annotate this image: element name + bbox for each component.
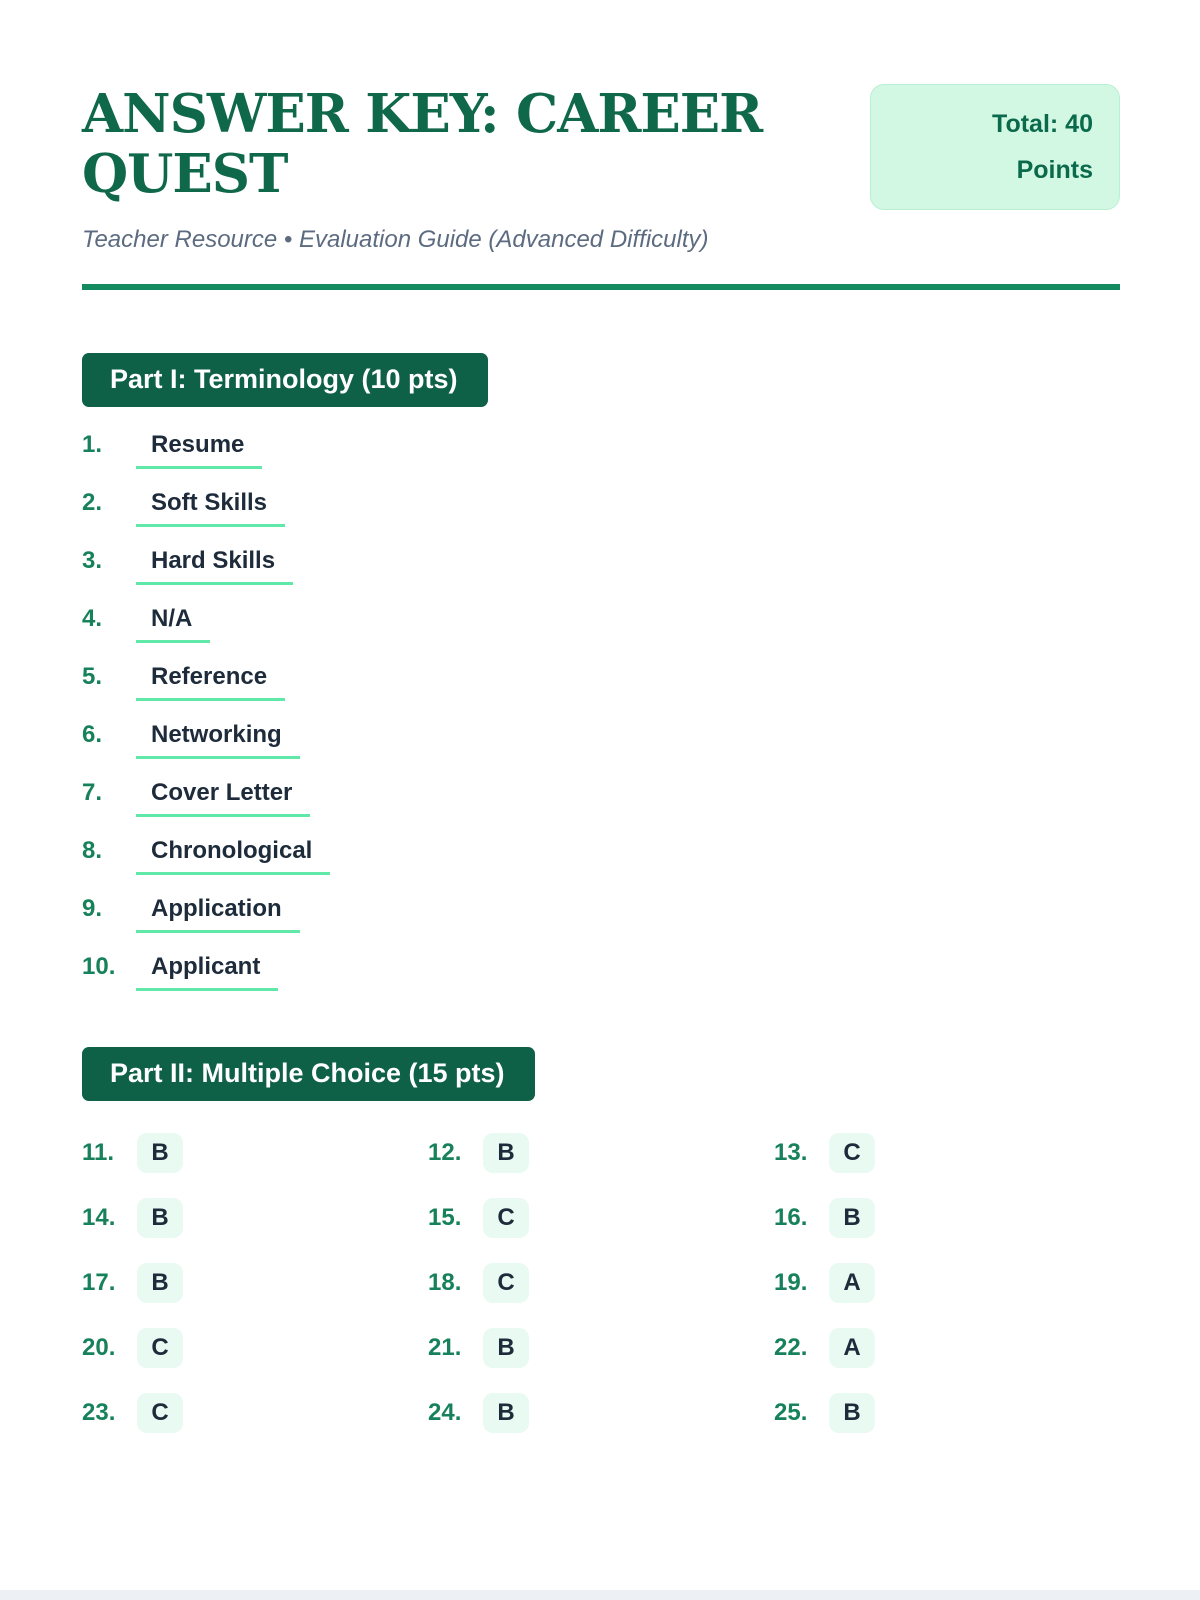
mc-answer-badge: B xyxy=(483,1393,529,1433)
mc-grid-item: 11. B xyxy=(82,1133,428,1173)
mc-item-number: 17. xyxy=(82,1269,116,1296)
mc-grid-item: 13. C xyxy=(774,1133,1120,1173)
mc-grid-item: 12. B xyxy=(428,1133,774,1173)
mc-item-number: 21. xyxy=(428,1334,462,1361)
item-number: 6. xyxy=(82,721,103,748)
subtitle: Teacher Resource • Evaluation Guide (Adv… xyxy=(82,226,709,253)
item-answer: N/A xyxy=(136,605,211,643)
terminology-answer-list: 1. Resume 2. Soft Skills 3. Hard Skills … xyxy=(82,431,1120,991)
mc-answer-badge: A xyxy=(829,1263,875,1303)
mc-answer-badge: C xyxy=(137,1393,183,1433)
item-number: 1. xyxy=(82,431,103,458)
terminology-list-item: 2. Soft Skills xyxy=(82,489,1120,527)
part1-heading-banner: Part I: Terminology (10 pts) xyxy=(82,353,488,407)
item-number: 5. xyxy=(82,663,103,690)
mc-item-number: 16. xyxy=(774,1204,808,1231)
item-answer: Reference xyxy=(136,663,286,701)
mc-grid-item: 21. B xyxy=(428,1328,774,1368)
item-answer: Applicant xyxy=(136,953,279,991)
mc-item-number: 25. xyxy=(774,1399,808,1426)
mc-grid-item: 24. B xyxy=(428,1393,774,1433)
item-answer: Soft Skills xyxy=(136,489,286,527)
answer-key-page: ANSWER KEY: CAREER QUEST Total: 40 Point… xyxy=(82,84,1120,1433)
part2-heading-banner: Part II: Multiple Choice (15 pts) xyxy=(82,1047,535,1101)
mc-answer-badge: A xyxy=(829,1328,875,1368)
mc-answer-badge: C xyxy=(829,1133,875,1173)
mc-grid-item: 25. B xyxy=(774,1393,1120,1433)
mc-item-number: 15. xyxy=(428,1204,462,1231)
terminology-list-item: 1. Resume xyxy=(82,431,1120,469)
mc-item-number: 23. xyxy=(82,1399,116,1426)
item-number: 7. xyxy=(82,779,103,806)
page-title: ANSWER KEY: CAREER QUEST xyxy=(82,83,763,205)
total-points-badge: Total: 40 Points xyxy=(870,84,1120,210)
mc-item-number: 18. xyxy=(428,1269,462,1296)
mc-grid-item: 17. B xyxy=(82,1263,428,1303)
mc-answer-badge: B xyxy=(137,1133,183,1173)
terminology-list-item: 10. Applicant xyxy=(82,953,1120,991)
mc-item-number: 20. xyxy=(82,1334,116,1361)
terminology-list-item: 6. Networking xyxy=(82,721,1120,759)
item-answer: Hard Skills xyxy=(136,547,294,585)
footer-strip xyxy=(0,1590,1200,1600)
mc-grid-item: 20. C xyxy=(82,1328,428,1368)
mc-grid-item: 18. C xyxy=(428,1263,774,1303)
item-answer: Resume xyxy=(136,431,263,469)
terminology-list-item: 9. Application xyxy=(82,895,1120,933)
mc-item-number: 24. xyxy=(428,1399,462,1426)
mc-item-number: 11. xyxy=(82,1139,115,1166)
mc-grid-item: 19. A xyxy=(774,1263,1120,1303)
mc-answer-badge: C xyxy=(483,1198,529,1238)
mc-answer-badge: C xyxy=(483,1263,529,1303)
mc-item-number: 14. xyxy=(82,1204,116,1231)
mc-item-number: 19. xyxy=(774,1269,808,1296)
section-part1: Part I: Terminology (10 pts) 1. Resume 2… xyxy=(82,353,1120,991)
header: ANSWER KEY: CAREER QUEST Total: 40 Point… xyxy=(82,84,1120,210)
item-answer: Cover Letter xyxy=(136,779,311,817)
item-number: 3. xyxy=(82,547,103,574)
item-number: 4. xyxy=(82,605,103,632)
mc-answer-badge: B xyxy=(137,1198,183,1238)
mc-item-number: 13. xyxy=(774,1139,808,1166)
section-part2: Part II: Multiple Choice (15 pts) 11. B … xyxy=(82,1047,1120,1433)
terminology-list-item: 8. Chronological xyxy=(82,837,1120,875)
mc-grid-item: 23. C xyxy=(82,1393,428,1433)
multiple-choice-grid: 11. B 12. B 13. C 14. B xyxy=(82,1133,1120,1433)
item-answer: Networking xyxy=(136,721,300,759)
divider-rule xyxy=(82,284,1120,290)
mc-grid-item: 14. B xyxy=(82,1198,428,1238)
terminology-list-item: 7. Cover Letter xyxy=(82,779,1120,817)
terminology-list-item: 4. N/A xyxy=(82,605,1120,643)
mc-grid-item: 22. A xyxy=(774,1328,1120,1368)
mc-item-number: 12. xyxy=(428,1139,462,1166)
mc-answer-badge: B xyxy=(483,1328,529,1368)
item-number: 2. xyxy=(82,489,103,516)
mc-answer-badge: C xyxy=(137,1328,183,1368)
mc-item-number: 22. xyxy=(774,1334,808,1361)
item-answer: Chronological xyxy=(136,837,331,875)
item-number: 9. xyxy=(82,895,103,922)
mc-answer-badge: B xyxy=(829,1393,875,1433)
terminology-list-item: 3. Hard Skills xyxy=(82,547,1120,585)
mc-answer-badge: B xyxy=(137,1263,183,1303)
mc-grid-item: 16. B xyxy=(774,1198,1120,1238)
item-answer: Application xyxy=(136,895,300,933)
mc-answer-badge: B xyxy=(483,1133,529,1173)
terminology-list-item: 5. Reference xyxy=(82,663,1120,701)
item-number: 8. xyxy=(82,837,103,864)
mc-answer-badge: B xyxy=(829,1198,875,1238)
item-number: 10. xyxy=(82,953,116,980)
mc-grid-item: 15. C xyxy=(428,1198,774,1238)
